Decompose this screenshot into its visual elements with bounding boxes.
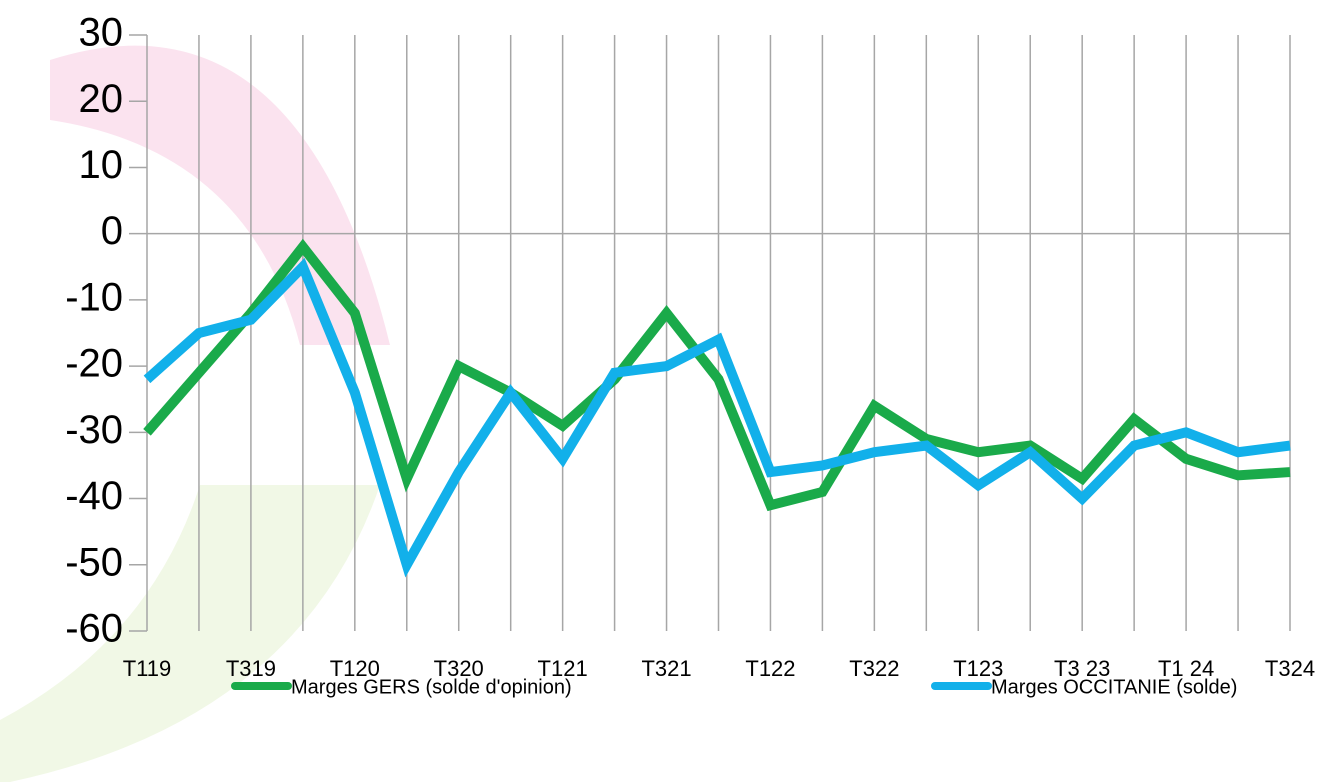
y-tick-label: 10 — [79, 143, 124, 187]
y-tick-label: -50 — [65, 540, 123, 584]
y-tick-label: -30 — [65, 408, 123, 452]
background-shape — [0, 485, 380, 782]
x-tick-label: T320 — [434, 656, 484, 681]
y-tick-label: -20 — [65, 342, 123, 386]
legend-label: Marges OCCITANIE (solde) — [991, 676, 1237, 698]
y-tick-label: 0 — [101, 209, 123, 253]
series-line — [143, 238, 1291, 512]
x-tick-label: T120 — [330, 656, 380, 681]
x-tick-label: T121 — [538, 656, 588, 681]
x-tick-label: T1 24 — [1158, 656, 1214, 681]
y-tick-label: 30 — [79, 11, 124, 55]
x-tick-label: T3 23 — [1054, 656, 1110, 681]
series-line — [143, 257, 1291, 578]
x-tick-label: T322 — [849, 656, 899, 681]
x-tick-label: T321 — [641, 656, 691, 681]
y-tick-label: -60 — [65, 607, 123, 651]
x-tick-label: T122 — [745, 656, 795, 681]
x-tick-label: T324 — [1265, 656, 1315, 681]
x-tick-label: T119 — [123, 656, 172, 681]
x-tick-label: T123 — [953, 656, 1003, 681]
y-tick-label: -10 — [65, 275, 123, 319]
y-tick-label: -40 — [65, 474, 123, 518]
legend-label: Marges GERS (solde d'opinion) — [291, 676, 572, 698]
y-tick-label: 20 — [79, 77, 124, 121]
x-tick-label: T319 — [226, 656, 276, 681]
